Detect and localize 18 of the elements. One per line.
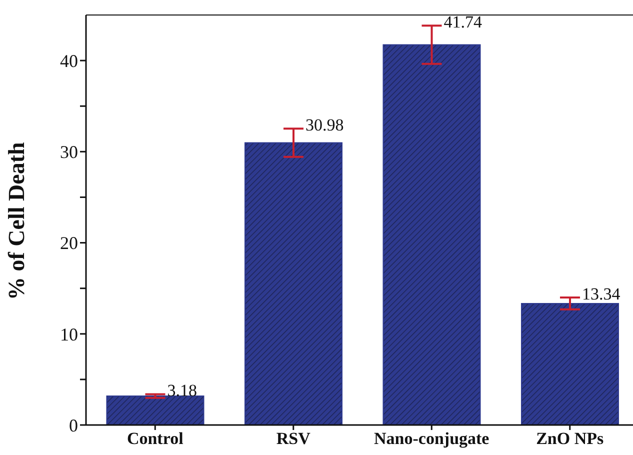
bar xyxy=(244,142,342,425)
x-tick-label: Nano-conjugate xyxy=(374,429,490,448)
data-label: 41.74 xyxy=(444,12,482,32)
bar xyxy=(520,302,619,425)
x-tick-label: ZnO NPs xyxy=(536,429,604,448)
y-tick-label: 10 xyxy=(60,324,78,344)
y-axis-title: % of Cell Death xyxy=(4,142,30,300)
y-tick-label: 20 xyxy=(60,233,78,254)
x-tick-label: Control xyxy=(126,429,184,448)
y-tick-label: 40 xyxy=(60,50,78,71)
data-label: 30.98 xyxy=(305,116,344,135)
data-label: 3.18 xyxy=(167,381,197,400)
y-tick-label: 0 xyxy=(69,415,78,436)
data-label: 13.34 xyxy=(582,284,621,304)
bar xyxy=(106,396,204,425)
bar xyxy=(382,44,481,425)
x-tick-label: RSV xyxy=(276,429,312,448)
y-tick-label: 30 xyxy=(60,142,78,162)
